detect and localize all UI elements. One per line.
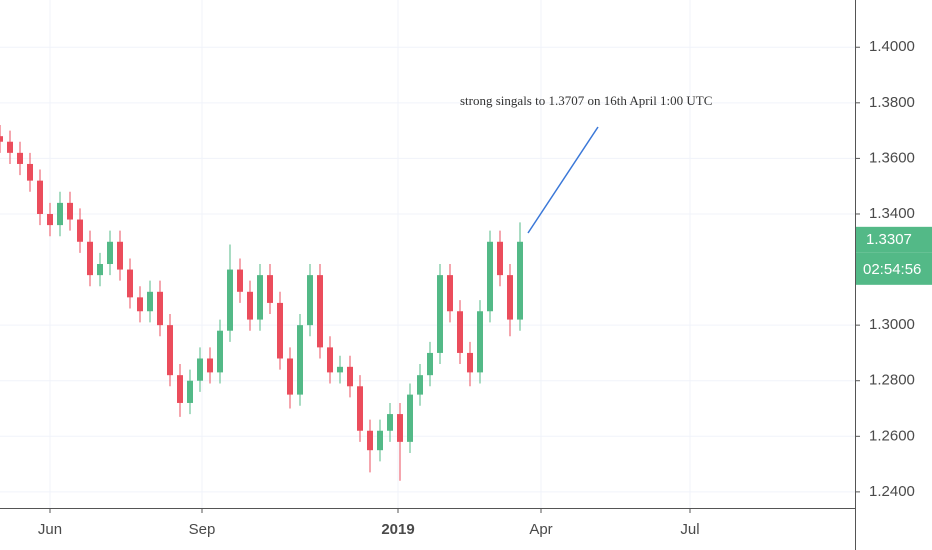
- x-tick-label: Apr: [529, 521, 552, 538]
- candle-body: [127, 269, 133, 298]
- y-tick-label: 1.2800: [869, 372, 915, 389]
- candle-body: [357, 386, 363, 431]
- last-price-box: [856, 226, 932, 253]
- candle-body: [227, 269, 233, 331]
- candle-body: [167, 325, 173, 376]
- candle-body: [307, 275, 313, 326]
- candle-body: [367, 430, 373, 451]
- candle-body: [517, 241, 523, 320]
- candle-body: [337, 366, 343, 373]
- y-tick-label: 1.3600: [869, 149, 915, 166]
- candle-body: [437, 275, 443, 353]
- candle-body: [507, 275, 513, 320]
- candle-body: [467, 352, 473, 373]
- candle-body: [297, 325, 303, 395]
- candle-body: [487, 241, 493, 312]
- countdown-label: 02:54:56: [863, 261, 921, 278]
- candle-body: [387, 414, 393, 431]
- candle-body: [27, 163, 33, 181]
- candle-body: [197, 358, 203, 381]
- candle-body: [37, 180, 43, 214]
- annotation-line: [527, 126, 599, 234]
- candle-body: [57, 202, 63, 226]
- candle-body: [0, 136, 3, 142]
- candle-body: [407, 394, 413, 442]
- x-tick-label: Jun: [38, 521, 62, 538]
- y-tick-label: 1.2400: [869, 483, 915, 500]
- candle-body: [287, 358, 293, 395]
- candle-body: [107, 241, 113, 265]
- candle-body: [267, 275, 273, 303]
- y-tick-label: 1.3000: [869, 316, 915, 333]
- candle-body: [217, 330, 223, 373]
- candle-body: [47, 213, 53, 226]
- x-tick-label: Jul: [680, 521, 699, 538]
- candle-body: [457, 311, 463, 353]
- annotation-text: strong singals to 1.3707 on 16th April 1…: [460, 93, 712, 108]
- candle-body: [447, 275, 453, 312]
- candle-body: [177, 375, 183, 403]
- candle-body: [417, 375, 423, 395]
- candle-body: [277, 302, 283, 359]
- candle-body: [7, 141, 13, 153]
- candle-body: [257, 275, 263, 320]
- candle-body: [147, 291, 153, 312]
- candle-body: [397, 414, 403, 442]
- y-tick-label: 1.3800: [869, 94, 915, 111]
- countdown-box: [856, 252, 932, 285]
- candle-body: [17, 152, 23, 164]
- candle-body: [187, 380, 193, 403]
- candle-body: [137, 297, 143, 312]
- candle-body: [117, 241, 123, 270]
- candle-body: [77, 219, 83, 242]
- y-tick-label: 1.4000: [869, 38, 915, 55]
- y-tick-label: 1.2600: [869, 427, 915, 444]
- candle-body: [377, 430, 383, 451]
- candle-body: [347, 366, 353, 387]
- x-tick-label: 2019: [381, 521, 414, 538]
- x-tick-label: Sep: [189, 521, 216, 538]
- candle-body: [67, 202, 73, 220]
- candle-body: [427, 352, 433, 376]
- candle-body: [97, 264, 103, 276]
- candle-body: [247, 291, 253, 320]
- candle-body: [327, 347, 333, 373]
- candle-body: [207, 358, 213, 373]
- candle-body: [87, 241, 93, 276]
- last-price-label: 1.3307: [866, 231, 912, 248]
- y-tick-label: 1.3400: [869, 205, 915, 222]
- candle-body: [157, 291, 163, 326]
- candle-body: [317, 275, 323, 348]
- candle-body: [237, 269, 243, 292]
- candle-body: [477, 311, 483, 373]
- candle-body: [497, 241, 503, 276]
